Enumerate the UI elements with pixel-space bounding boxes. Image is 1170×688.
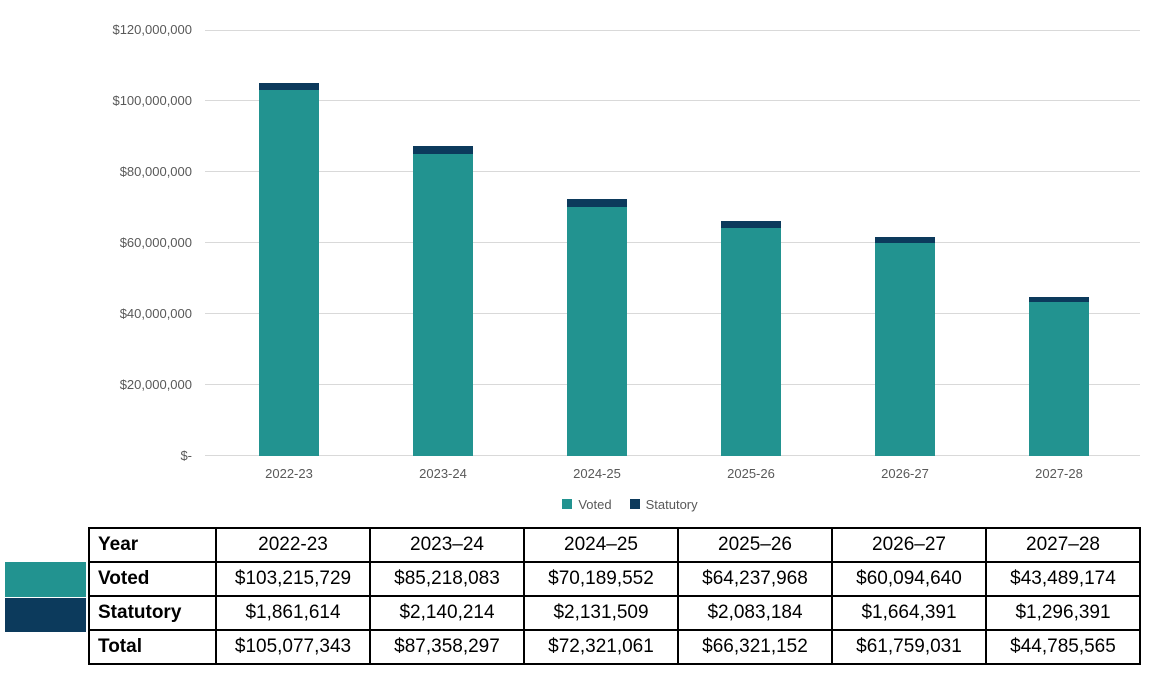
table-value-cell: $66,321,152 — [677, 629, 833, 665]
table-value-cell: $43,489,174 — [985, 561, 1141, 597]
bar-segment-voted-2024-25 — [567, 206, 627, 456]
year-column-header: 2027–28 — [985, 527, 1141, 563]
appropriations-table: Year 2022-23 2023–24 2024–25 2025–26 2026–27 2… — [88, 527, 1141, 665]
bar-2025-26 — [721, 220, 781, 456]
statutory-legend-swatch-icon — [629, 499, 640, 509]
table-value-cell: $2,140,214 — [369, 595, 525, 631]
gridline — [205, 242, 1140, 243]
table-value-cell: $61,759,031 — [831, 629, 987, 665]
gridline — [205, 455, 1140, 456]
bar-2022-23 — [259, 83, 319, 456]
year-header-cell: Year — [88, 527, 217, 563]
gridline — [205, 171, 1140, 172]
y-axis-tick-label: $- — [180, 448, 192, 463]
x-axis-tick-label: 2022-23 — [265, 466, 313, 481]
year-column-header: 2025–26 — [677, 527, 833, 563]
table-value-cell: $2,083,184 — [677, 595, 833, 631]
x-axis-tick-label: 2025-26 — [727, 466, 775, 481]
voted-legend-swatch-icon — [562, 499, 573, 509]
statutory-color-swatch — [5, 598, 86, 632]
table-value-cell: $103,215,729 — [215, 561, 371, 597]
table-value-cell: $105,077,343 — [215, 629, 371, 665]
gridline — [205, 384, 1140, 385]
bar-segment-statutory-2026-27 — [875, 236, 935, 243]
table-row-voted: Voted $103,215,729 $85,218,083 $70,189,552 $… — [88, 561, 1141, 597]
table-value-cell: $1,664,391 — [831, 595, 987, 631]
bar-segment-statutory-2024-25 — [567, 199, 627, 207]
bar-segment-statutory-2022-23 — [259, 83, 319, 90]
row-label-cell: Voted — [88, 561, 217, 597]
year-column-header: 2023–24 — [369, 527, 525, 563]
table-value-cell: $87,358,297 — [369, 629, 525, 665]
x-axis-tick-label: 2027-28 — [1035, 466, 1083, 481]
plot-area — [205, 30, 1140, 456]
legend-label-statutory: Statutory — [645, 496, 698, 512]
y-axis-tick-label: $100,000,000 — [112, 93, 192, 108]
y-axis-tick-label: $60,000,000 — [119, 235, 192, 250]
bar-2027-28 — [1029, 297, 1089, 456]
x-axis-tick-label: 2024-25 — [573, 466, 621, 481]
table-row-statutory: Statutory $1,861,614 $2,140,214 $2,131,509 $… — [88, 595, 1141, 631]
gridline — [205, 30, 1140, 31]
table-value-cell: $72,321,061 — [523, 629, 679, 665]
row-label-cell: Total — [88, 629, 217, 665]
y-axis-tick-label: $120,000,000 — [112, 22, 192, 37]
y-axis-tick-label: $80,000,000 — [119, 164, 192, 179]
bar-segment-statutory-2027-28 — [1029, 297, 1089, 302]
gridline — [205, 313, 1140, 314]
y-axis-tick-label: $20,000,000 — [119, 377, 192, 392]
voted-color-swatch — [5, 562, 86, 597]
stacked-bar-chart: $- $20,000,000 $40,000,000 $60,000,000 $80,0… — [90, 22, 1170, 512]
year-column-header: 2024–25 — [523, 527, 679, 563]
bar-2026-27 — [875, 236, 935, 456]
table-row-total: Total $105,077,343 $87,358,297 $72,321,061 $… — [88, 629, 1141, 665]
legend-item-voted: Voted — [562, 496, 612, 512]
bar-2024-25 — [567, 199, 627, 456]
bar-segment-voted-2022-23 — [259, 89, 319, 456]
year-column-header: 2022-23 — [215, 527, 371, 563]
bar-segment-statutory-2023-24 — [413, 145, 473, 154]
table-value-cell: $64,237,968 — [677, 561, 833, 597]
y-axis-tick-label: $40,000,000 — [119, 306, 192, 321]
table-value-cell: $2,131,509 — [523, 595, 679, 631]
bar-2023-24 — [413, 145, 473, 456]
table-value-cell: $44,785,565 — [985, 629, 1141, 665]
table-value-cell: $60,094,640 — [831, 561, 987, 597]
bar-segment-voted-2025-26 — [721, 228, 781, 456]
table-value-cell: $1,296,391 — [985, 595, 1141, 631]
row-label-cell: Statutory — [88, 595, 217, 631]
gridline — [205, 100, 1140, 101]
year-column-header: 2026–27 — [831, 527, 987, 563]
bar-segment-voted-2026-27 — [875, 242, 935, 456]
bar-segment-voted-2027-28 — [1029, 301, 1089, 456]
x-axis-tick-label: 2026-27 — [881, 466, 929, 481]
x-axis-tick-label: 2023-24 — [419, 466, 467, 481]
legend-item-statutory: Statutory — [629, 496, 698, 512]
table-value-cell: $70,189,552 — [523, 561, 679, 597]
table-header-row: Year 2022-23 2023–24 2024–25 2025–26 2026–27 2… — [88, 527, 1141, 563]
legend-label-voted: Voted — [578, 496, 612, 512]
table-value-cell: $85,218,083 — [369, 561, 525, 597]
chart-legend: Voted Statutory — [90, 496, 1170, 512]
bar-segment-statutory-2025-26 — [721, 220, 781, 228]
table-value-cell: $1,861,614 — [215, 595, 371, 631]
bar-segment-voted-2023-24 — [413, 153, 473, 456]
